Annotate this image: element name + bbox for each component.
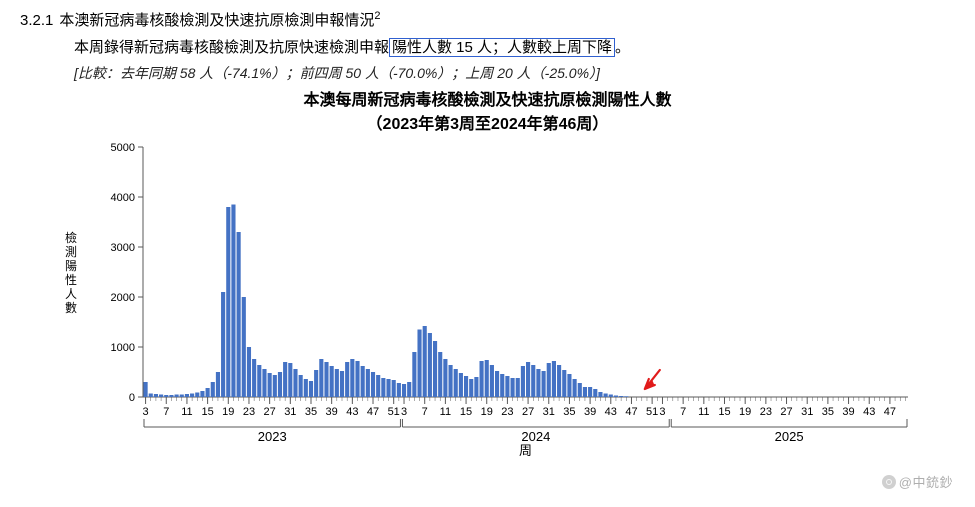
svg-text:人: 人: [64, 287, 76, 301]
svg-text:39: 39: [583, 406, 595, 418]
svg-text:47: 47: [625, 406, 637, 418]
svg-text:43: 43: [346, 406, 358, 418]
svg-text:51: 51: [646, 406, 658, 418]
chart-title-1: 本澳每周新冠病毒核酸檢測及快速抗原檢測陽性人數: [20, 89, 955, 113]
svg-text:47: 47: [366, 406, 378, 418]
svg-text:3: 3: [659, 406, 665, 418]
summary-prefix: 本周錄得新冠病毒核酸檢測及抗原快速檢測申報: [74, 39, 389, 56]
svg-text:性: 性: [64, 273, 76, 287]
bar-chart: 0 1000 2000 3000 4000 5000 3 7 11 15 19 23 27 31 35 39 4…: [53, 137, 923, 467]
svg-text:7: 7: [680, 406, 686, 418]
svg-text:15: 15: [459, 406, 471, 418]
svg-text:27: 27: [263, 406, 275, 418]
svg-text:數: 數: [64, 301, 76, 315]
svg-text:27: 27: [780, 406, 792, 418]
svg-text:51: 51: [387, 406, 399, 418]
svg-text:27: 27: [521, 406, 533, 418]
watermark: @中銃鈔: [882, 472, 953, 491]
summary-boxed: 陽性人數 15 人；人數較上周下降: [389, 38, 615, 57]
svg-text:11: 11: [698, 406, 709, 418]
svg-text:31: 31: [284, 406, 296, 418]
svg-text:15: 15: [718, 406, 730, 418]
chart-title-2: （2023年第3周至2024年第46周）: [20, 113, 955, 137]
svg-text:35: 35: [563, 406, 575, 418]
svg-text:19: 19: [739, 406, 751, 418]
svg-text:3: 3: [142, 406, 148, 418]
svg-text:7: 7: [163, 406, 169, 418]
svg-text:47: 47: [883, 406, 895, 418]
svg-text:15: 15: [201, 406, 213, 418]
comparison-line: [比較：去年同期 58 人（-74.1%）；前四周 50 人（-70.0%）；上…: [74, 63, 955, 83]
section-number: 3.2.1: [20, 12, 53, 29]
svg-text:39: 39: [325, 406, 337, 418]
svg-text:4000: 4000: [110, 192, 134, 204]
svg-text:11: 11: [181, 406, 192, 418]
svg-text:3000: 3000: [110, 242, 134, 254]
svg-text:31: 31: [801, 406, 813, 418]
svg-text:23: 23: [242, 406, 254, 418]
svg-text:35: 35: [304, 406, 316, 418]
svg-text:7: 7: [421, 406, 427, 418]
svg-text:35: 35: [821, 406, 833, 418]
svg-text:2025: 2025: [774, 429, 803, 444]
svg-text:周: 周: [518, 443, 531, 458]
svg-text:陽: 陽: [64, 259, 76, 273]
svg-text:3: 3: [400, 406, 406, 418]
svg-text:2000: 2000: [110, 292, 134, 304]
svg-text:0: 0: [128, 392, 134, 404]
chart-container: 本澳每周新冠病毒核酸檢測及快速抗原檢測陽性人數 （2023年第3周至2024年第…: [20, 89, 955, 467]
svg-text:11: 11: [439, 406, 450, 418]
svg-text:43: 43: [863, 406, 875, 418]
summary-suffix: 。: [615, 39, 630, 56]
svg-text:檢: 檢: [64, 230, 76, 245]
svg-text:測: 測: [64, 245, 76, 259]
svg-text:31: 31: [542, 406, 554, 418]
svg-text:5000: 5000: [110, 142, 134, 154]
svg-text:19: 19: [480, 406, 492, 418]
svg-text:23: 23: [501, 406, 513, 418]
summary-line: 本周錄得新冠病毒核酸檢測及抗原快速檢測申報陽性人數 15 人；人數較上周下降。: [74, 35, 955, 61]
svg-text:43: 43: [604, 406, 616, 418]
section-heading: 3.2.1 本澳新冠病毒核酸檢測及快速抗原檢測申報情況2: [20, 8, 955, 33]
section-title: 本澳新冠病毒核酸檢測及快速抗原檢測申報情況: [59, 12, 374, 29]
svg-text:1000: 1000: [110, 342, 134, 354]
svg-text:23: 23: [759, 406, 771, 418]
footnote-mark: 2: [374, 10, 380, 22]
svg-text:19: 19: [222, 406, 234, 418]
weibo-icon: [882, 475, 896, 489]
svg-text:39: 39: [842, 406, 854, 418]
svg-text:2023: 2023: [257, 429, 286, 444]
svg-text:2024: 2024: [521, 429, 550, 444]
